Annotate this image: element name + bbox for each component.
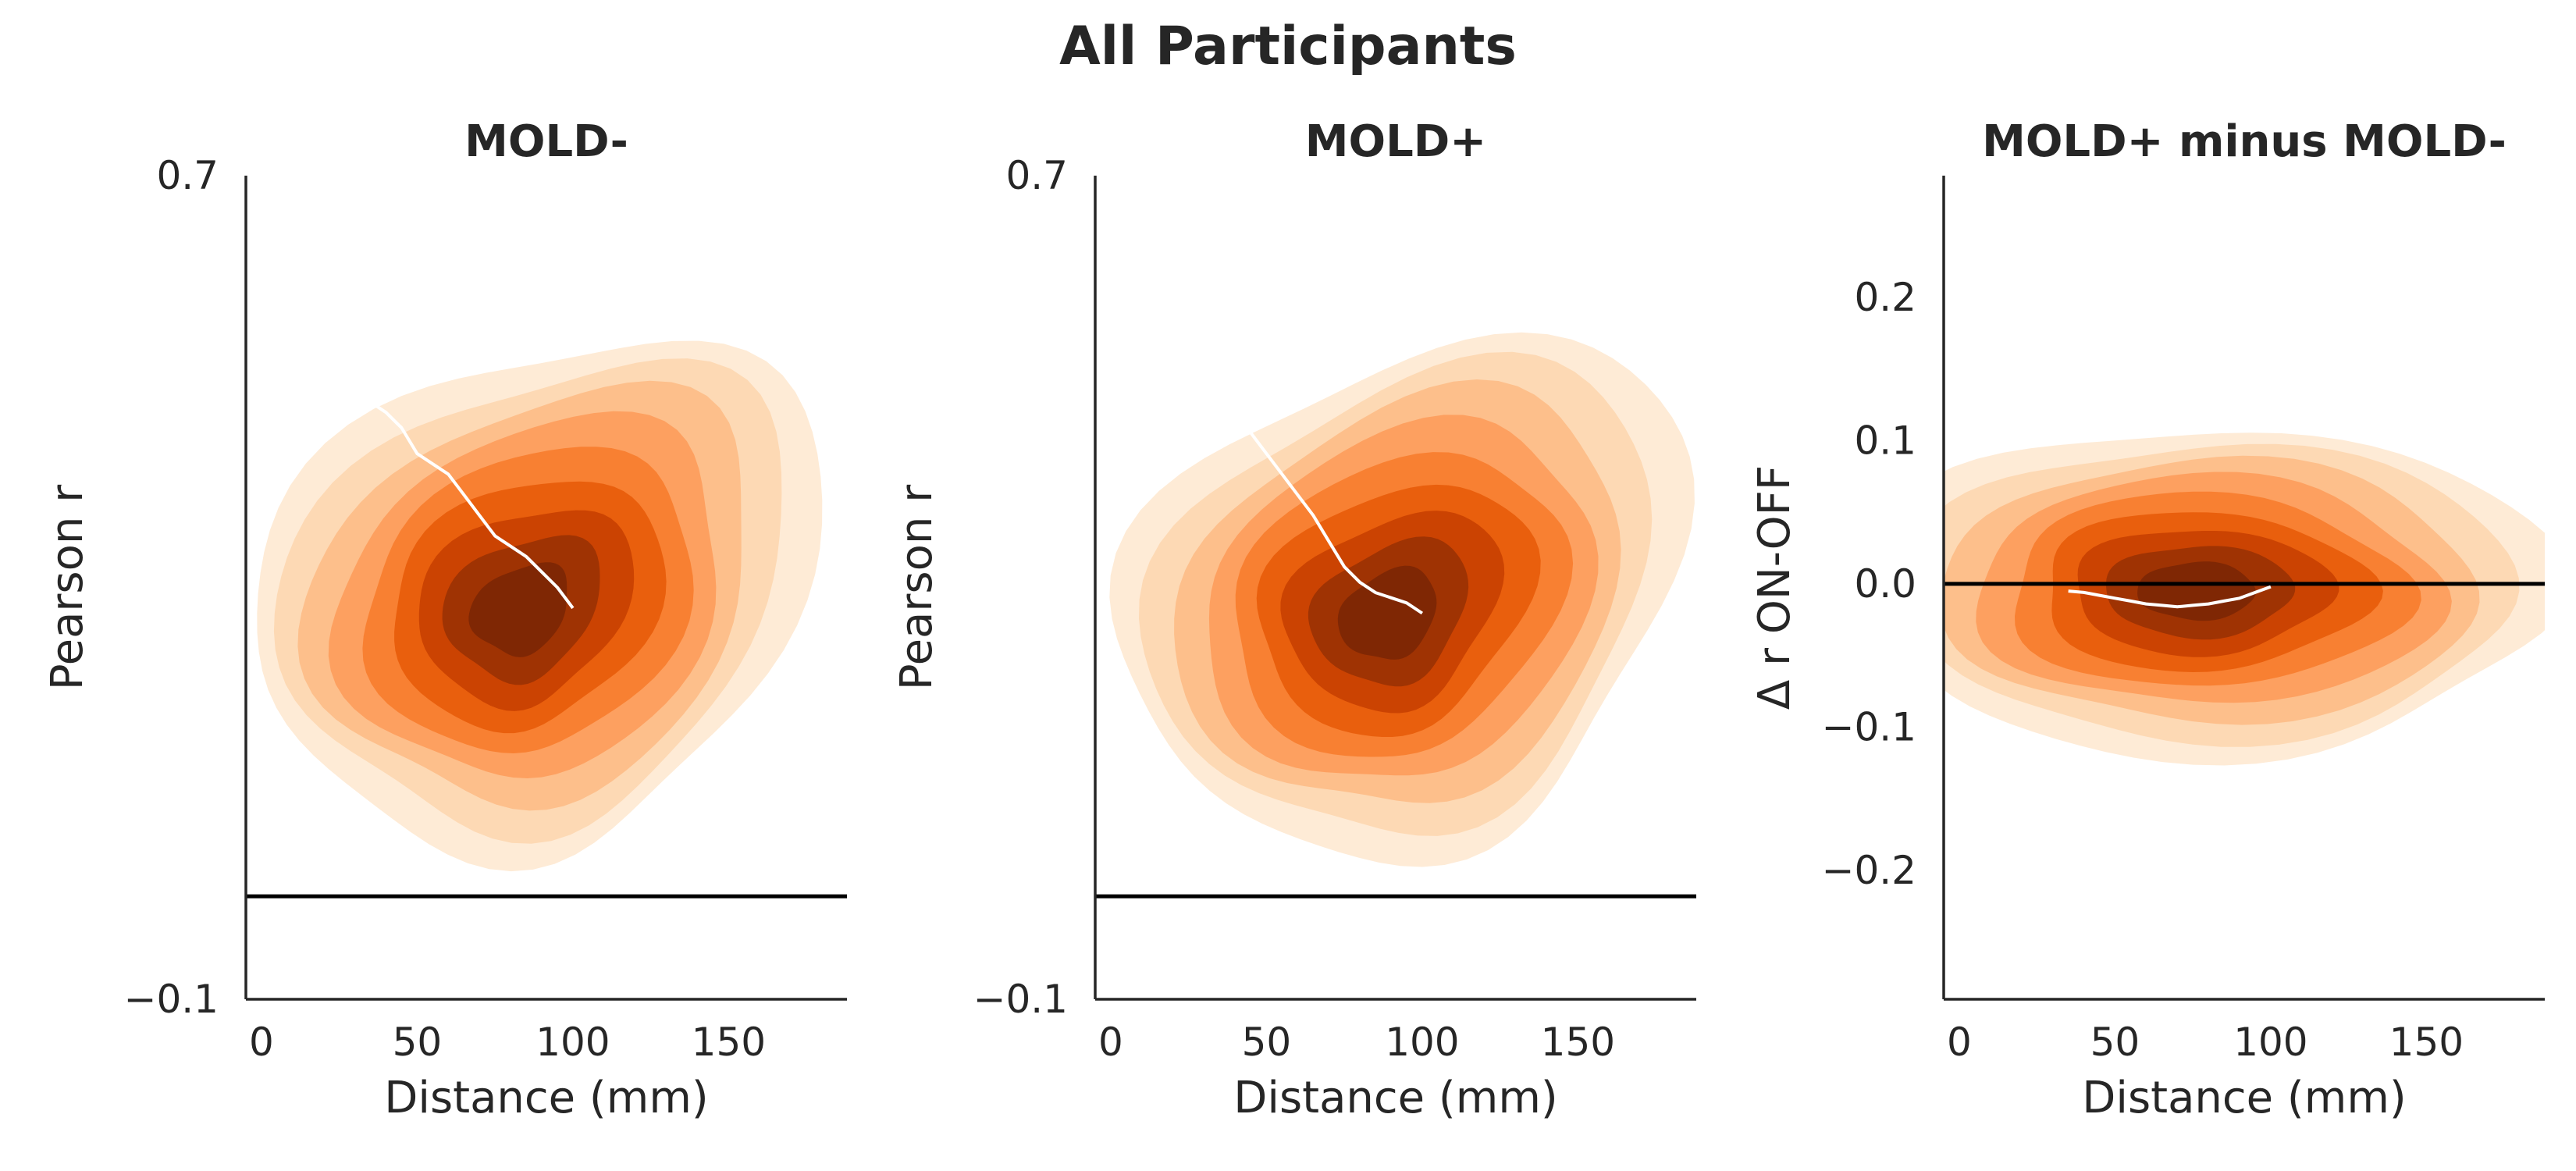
- x-tick-label: 0: [1098, 1020, 1123, 1065]
- figure-suptitle: All Participants: [1059, 16, 1517, 77]
- x-axis-label: Distance (mm): [384, 1073, 708, 1123]
- y-tick-label: 0.1: [1854, 418, 1916, 463]
- x-tick-label: 50: [1242, 1020, 1292, 1065]
- x-tick-label: 50: [393, 1020, 443, 1065]
- x-tick-label: 100: [1385, 1020, 1459, 1065]
- x-tick-label: 150: [1541, 1020, 1615, 1065]
- panel-title: MOLD-: [464, 116, 628, 167]
- x-axis-label: Distance (mm): [1233, 1073, 1557, 1123]
- x-tick-label: 0: [1947, 1020, 1972, 1065]
- panel-title: MOLD+: [1305, 116, 1486, 167]
- kde-level-9: [1337, 565, 1437, 660]
- y-tick-label: −0.1: [973, 977, 1068, 1022]
- y-tick-label: 0.2: [1854, 275, 1916, 320]
- chart-panel-3: 0 50 100 150 −0.2 −0.1 0.0 0.1 0.2 MOLD+ minus MO…: [1749, 116, 2545, 1123]
- y-tick-label: −0.1: [124, 977, 219, 1022]
- trend-line: [1219, 406, 1424, 615]
- x-axis-label: Distance (mm): [2082, 1073, 2406, 1123]
- trend-line: [369, 400, 575, 610]
- x-tick-label: 150: [2389, 1020, 2464, 1065]
- kde-density-2: [1109, 332, 1695, 867]
- panel-title: MOLD+ minus MOLD-: [1982, 116, 2507, 167]
- y-axis-label: Pearson r: [42, 484, 93, 690]
- chart-panel-2: 0 50 100 150 −0.1 0.7 MOLD+ Distance (mm) Pearso…: [891, 116, 1696, 1123]
- kde-density-3: [1944, 432, 2545, 766]
- y-tick-label: −0.2: [1822, 848, 1916, 893]
- y-axis-label: Δ r ON-OFF: [1749, 465, 1800, 710]
- x-tick-label: 50: [2090, 1020, 2140, 1065]
- x-tick-label: 100: [535, 1020, 610, 1065]
- y-tick-label: 0.7: [156, 153, 219, 198]
- y-tick-label: −0.1: [1822, 704, 1916, 749]
- y-tick-label: 0.0: [1854, 561, 1916, 607]
- kde-density-1: [257, 340, 823, 872]
- y-tick-label: 0.7: [1005, 153, 1068, 198]
- x-tick-label: 0: [249, 1020, 274, 1065]
- chart-panel-1: 0 50 100 150 −0.1 0.7 MOLD- Distance (mm) Pearso…: [42, 116, 847, 1123]
- x-tick-label: 150: [692, 1020, 766, 1065]
- trend-line: [2068, 585, 2272, 609]
- kde-level-9: [468, 562, 568, 657]
- y-axis-label: Pearson r: [891, 484, 942, 690]
- x-tick-label: 100: [2233, 1020, 2307, 1065]
